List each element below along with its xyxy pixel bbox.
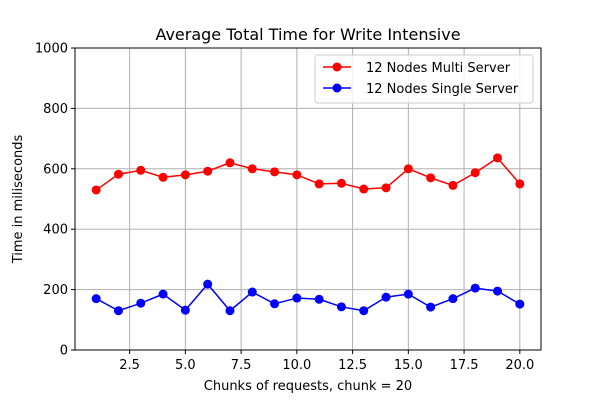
data-point-multi-server (136, 165, 146, 175)
data-point-multi-server (180, 170, 190, 180)
data-point-multi-server (113, 169, 123, 179)
data-point-multi-server (225, 158, 235, 168)
data-point-multi-server (270, 167, 280, 177)
data-point-multi-server (448, 180, 458, 190)
data-point-multi-server (426, 173, 436, 183)
data-point-single-server (381, 292, 391, 302)
x-tick-label: 2.5 (119, 358, 140, 373)
data-point-multi-server (247, 164, 257, 174)
legend-label-multi-server: 12 Nodes Multi Server (366, 61, 511, 76)
x-tick-label: 5.0 (175, 358, 196, 373)
data-point-multi-server (515, 179, 525, 189)
y-tick-label: 1000 (35, 42, 68, 57)
y-tick-label: 200 (43, 283, 68, 298)
data-point-single-server (247, 287, 257, 297)
data-point-single-server (113, 306, 123, 316)
x-tick-label: 15.0 (394, 358, 423, 373)
x-axis-label: Chunks of requests, chunk = 20 (204, 379, 412, 394)
data-point-single-server (314, 294, 324, 304)
axis-ticks: 2.5 5.0 7.5 10.0 12.5 15.0 17.5 20.0 0 200 400 600 8… (35, 42, 534, 374)
data-point-single-server (158, 289, 168, 299)
data-point-single-server (426, 302, 436, 312)
data-point-single-server (448, 294, 458, 304)
y-axis-label: Time in miliseconds (11, 134, 26, 264)
data-point-multi-server (292, 170, 302, 180)
y-tick-label: 800 (43, 102, 68, 117)
data-point-multi-server (381, 183, 391, 193)
data-point-multi-server (203, 166, 213, 176)
data-point-single-server (136, 298, 146, 308)
x-tick-label: 10.0 (282, 358, 311, 373)
data-point-multi-server (359, 184, 369, 194)
legend-marker-multi-server (332, 62, 342, 72)
data-point-single-server (225, 306, 235, 316)
data-point-multi-server (470, 168, 480, 178)
data-point-single-server (493, 286, 503, 296)
data-point-single-server (203, 279, 213, 289)
data-point-multi-server (493, 153, 503, 163)
data-point-multi-server (403, 164, 413, 174)
y-tick-label: 400 (43, 223, 68, 238)
data-point-multi-server (91, 185, 101, 195)
chart-title: Average Total Time for Write Intensive (155, 25, 460, 44)
data-point-single-server (180, 305, 190, 315)
x-tick-label: 17.5 (450, 358, 479, 373)
data-point-single-server (270, 299, 280, 309)
data-point-multi-server (314, 179, 324, 189)
legend-marker-single-server (332, 83, 342, 93)
plot-area-frame (74, 47, 542, 351)
data-point-single-server (292, 293, 302, 303)
data-point-single-server (336, 302, 346, 312)
data-point-single-server (515, 299, 525, 309)
data-point-single-server (403, 289, 413, 299)
legend: 12 Nodes Multi Server 12 Nodes Single Se… (314, 54, 534, 104)
series-group (91, 153, 525, 316)
y-tick-label: 600 (43, 162, 68, 177)
data-point-multi-server (336, 178, 346, 188)
legend-label-single-server: 12 Nodes Single Server (366, 82, 519, 97)
data-point-multi-server (158, 172, 168, 182)
legend-frame (314, 54, 534, 104)
y-tick-label: 0 (60, 344, 68, 359)
data-point-single-server (359, 306, 369, 316)
x-tick-label: 7.5 (231, 358, 252, 373)
data-point-single-server (91, 294, 101, 304)
x-tick-label: 20.0 (505, 358, 534, 373)
data-point-single-server (470, 283, 480, 293)
x-tick-label: 12.5 (338, 358, 367, 373)
